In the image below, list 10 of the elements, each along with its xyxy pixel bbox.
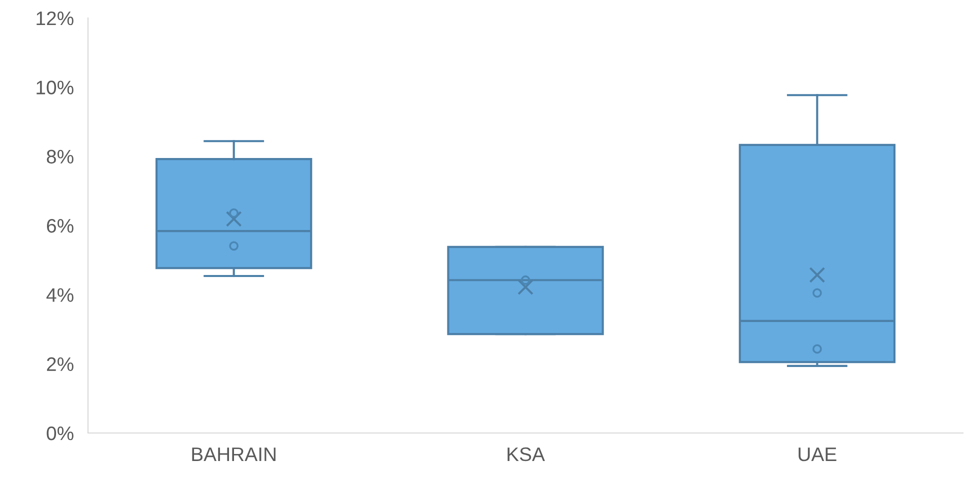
x-tick-label: UAE: [798, 448, 836, 462]
y-tick-label: 0%: [46, 426, 74, 440]
x-tick-label: KSA: [508, 447, 545, 462]
y-tick-label: 4%: [46, 288, 74, 302]
y-tick-label: 2%: [46, 357, 74, 371]
y-tick-label: 8%: [46, 150, 74, 164]
y-tick-label: 6%: [46, 218, 74, 233]
y-tick-label: 12%: [36, 11, 74, 26]
y-tick-label: 10%: [36, 80, 74, 94]
x-tick-label: BAHRAIN: [192, 448, 276, 461]
